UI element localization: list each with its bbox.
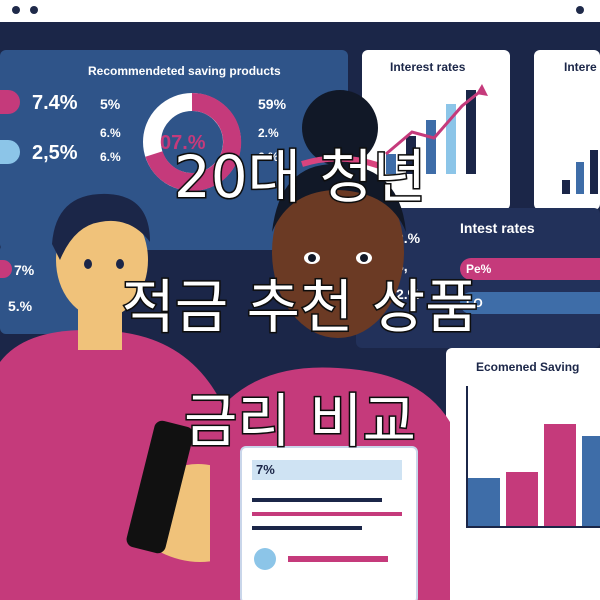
- rate-marker: [0, 260, 12, 278]
- text-line: [252, 512, 402, 516]
- scene: Recommendeted saving products 7.4% 2,5% …: [0, 22, 600, 600]
- chart-bar: [582, 436, 600, 526]
- rate-cell: 6.%: [100, 150, 121, 164]
- interest-rates-card: Interest rates: [362, 50, 510, 210]
- chart-bar: [406, 136, 416, 174]
- chart-axis: [466, 526, 600, 528]
- rate-a-marker: [0, 90, 20, 114]
- rate-cell: 59%: [258, 96, 287, 112]
- phone-screen-card: 7%: [240, 446, 418, 600]
- chart-bar: [446, 104, 456, 174]
- pill-text: LO: [466, 296, 483, 310]
- card-title: Interest rates: [390, 60, 466, 74]
- trend-arrow-icon: [385, 84, 488, 156]
- window-dot-icon[interactable]: [576, 6, 584, 14]
- caption-line-2: 적금 추천 상품: [120, 273, 480, 341]
- panel-title: Recommendeted saving products: [88, 64, 281, 78]
- chart-bar: [544, 424, 576, 526]
- chart-bar: [506, 472, 538, 526]
- rate-cell: 5%: [100, 96, 121, 112]
- card-title: Intere: [564, 60, 597, 74]
- text-line: [252, 498, 382, 502]
- chart-bar: [590, 150, 598, 194]
- text-line: [252, 526, 362, 530]
- caption-line-3: 금리 비교: [183, 387, 418, 455]
- savings-products-panel: Recommendeted saving products 7.4% 2,5% …: [0, 50, 348, 250]
- phone-value: 7%: [256, 462, 275, 477]
- rate-a: 7.4%: [32, 92, 78, 114]
- caption-line-1: 20대 청년: [172, 143, 427, 211]
- rate-cell: 6.%: [258, 150, 279, 164]
- window-top-bar: [0, 0, 600, 22]
- chart-axis: [466, 386, 468, 526]
- chart-bar: [426, 120, 436, 174]
- value-row: [252, 460, 402, 480]
- rate-pill: [460, 258, 600, 280]
- card-title: Ecomened Saving: [476, 360, 580, 374]
- rate-cell: 2.%: [258, 126, 279, 140]
- recommended-savings-card: Ecomened Saving: [446, 348, 600, 600]
- circle-icon: [254, 548, 276, 570]
- rate-cell: 2.%: [396, 286, 421, 302]
- chart-bar: [468, 478, 500, 526]
- chart-bar: [562, 180, 570, 194]
- interest-rates-card: Intere: [534, 50, 600, 210]
- pill-text: Pe%: [466, 262, 492, 276]
- rate-cell: 7%: [14, 262, 35, 278]
- donut-chart: [143, 92, 242, 191]
- rate-cell: 5.%: [8, 298, 33, 314]
- chart-bar: [386, 154, 396, 174]
- window-dot-icon[interactable]: [12, 6, 20, 14]
- window-dot-icon[interactable]: [30, 6, 38, 14]
- panel-title: Intest rates: [460, 220, 535, 236]
- donut-label: 07.%: [160, 132, 206, 154]
- text-line: [288, 556, 388, 562]
- rate-cell: 6.%: [100, 126, 121, 140]
- rate-b-marker: [0, 140, 20, 164]
- rate-b: 2,5%: [32, 142, 78, 164]
- chart-bar: [466, 90, 476, 174]
- rate-pill: [460, 292, 600, 314]
- chart-bar: [576, 162, 584, 194]
